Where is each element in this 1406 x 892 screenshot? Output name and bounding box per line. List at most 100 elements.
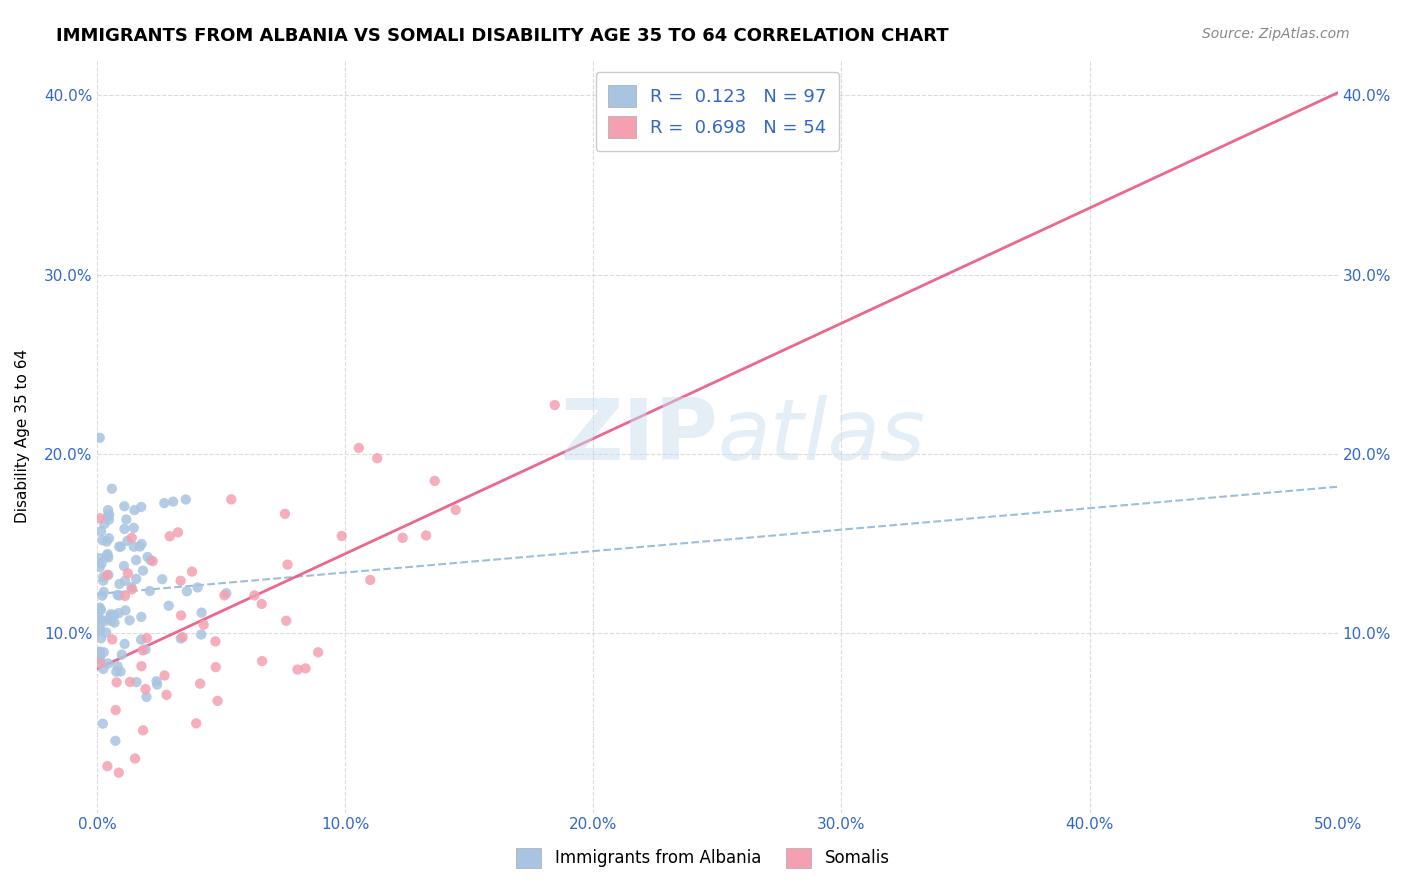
Point [100, 612, 122, 626]
Point [243, 588, 266, 602]
Y-axis label: Disability Age 35 to 64: Disability Age 35 to 64 [15, 349, 30, 523]
Point [112, 522, 135, 536]
Point [170, 608, 193, 623]
Point [89, 624, 111, 638]
Point [98, 531, 121, 545]
Point [112, 559, 135, 574]
Point [125, 553, 148, 567]
Point [132, 564, 155, 578]
Point [91, 574, 114, 588]
Point [107, 606, 129, 620]
Point [134, 642, 156, 657]
Point [110, 665, 132, 679]
Point [96, 534, 118, 549]
Point [91, 589, 114, 603]
Point [415, 528, 437, 542]
Point [104, 734, 127, 748]
Point [100, 609, 122, 624]
Point [129, 632, 152, 647]
Point [101, 482, 124, 496]
Point [97, 550, 120, 565]
Point [114, 574, 136, 588]
Point [169, 574, 191, 588]
Point [100, 607, 122, 622]
Point [103, 615, 125, 630]
Point [174, 492, 197, 507]
Point [132, 723, 155, 738]
Point [181, 565, 204, 579]
Point [97, 567, 120, 582]
Point [89, 551, 111, 566]
Point [135, 690, 157, 704]
Point [129, 610, 152, 624]
Legend: Immigrants from Albania, Somalis: Immigrants from Albania, Somalis [510, 841, 896, 875]
Point [101, 632, 124, 647]
Point [359, 573, 381, 587]
Point [122, 540, 145, 554]
Point [157, 599, 180, 613]
Point [115, 512, 138, 526]
Point [89, 644, 111, 658]
Point [89, 649, 111, 664]
Point [91, 533, 114, 548]
Point [96, 568, 118, 582]
Point [108, 577, 131, 591]
Point [93, 645, 115, 659]
Point [112, 500, 135, 514]
Point [186, 716, 208, 731]
Point [204, 660, 226, 674]
Point [294, 661, 316, 675]
Point [131, 537, 153, 551]
Point [139, 584, 162, 599]
Point [307, 645, 329, 659]
Point [89, 511, 111, 525]
Point [150, 572, 173, 586]
Point [134, 682, 156, 697]
Point [125, 572, 148, 586]
Point [91, 716, 114, 731]
Point [274, 507, 297, 521]
Point [107, 588, 129, 602]
Point [155, 688, 177, 702]
Point [89, 645, 111, 659]
Point [97, 657, 120, 671]
Point [125, 675, 148, 690]
Point [89, 603, 111, 617]
Point [219, 492, 242, 507]
Point [90, 524, 112, 538]
Point [105, 665, 128, 679]
Point [287, 663, 309, 677]
Point [214, 588, 236, 602]
Point [544, 398, 567, 412]
Point [108, 540, 131, 554]
Point [89, 621, 111, 635]
Text: IMMIGRANTS FROM ALBANIA VS SOMALI DISABILITY AGE 35 TO 64 CORRELATION CHART: IMMIGRANTS FROM ALBANIA VS SOMALI DISABI… [56, 27, 949, 45]
Point [89, 431, 111, 445]
Point [250, 597, 273, 611]
Point [193, 617, 215, 632]
Point [105, 675, 128, 690]
Point [170, 632, 193, 646]
Point [121, 582, 143, 597]
Point [107, 765, 129, 780]
Point [90, 603, 112, 617]
Point [107, 659, 129, 673]
Point [215, 586, 238, 600]
Text: Source: ZipAtlas.com: Source: ZipAtlas.com [1202, 27, 1350, 41]
Point [139, 553, 162, 567]
Text: ZIP: ZIP [560, 394, 717, 477]
Point [366, 451, 388, 466]
Point [104, 703, 127, 717]
Point [91, 570, 114, 584]
Point [122, 521, 145, 535]
Point [118, 675, 141, 690]
Point [114, 589, 136, 603]
Point [207, 694, 229, 708]
Point [97, 503, 120, 517]
Point [90, 632, 112, 646]
Point [330, 529, 353, 543]
Point [131, 659, 153, 673]
Point [142, 554, 165, 568]
Legend: R =  0.123   N = 97, R =  0.698   N = 54: R = 0.123 N = 97, R = 0.698 N = 54 [596, 72, 839, 151]
Point [172, 630, 194, 644]
